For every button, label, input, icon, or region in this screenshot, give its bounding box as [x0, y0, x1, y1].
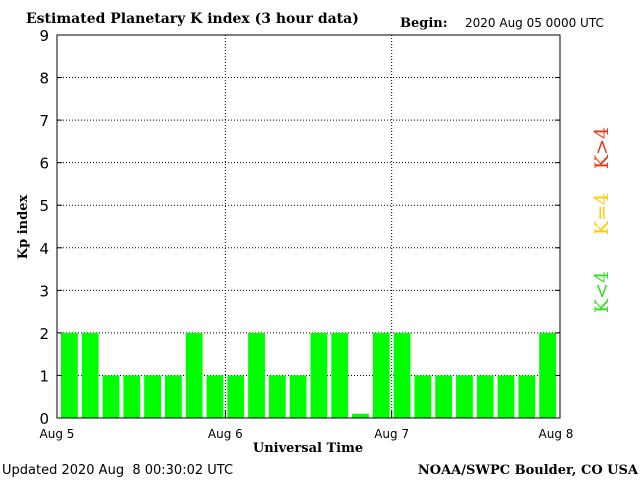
y-tick-label: 4 — [39, 240, 49, 258]
kp-bar — [476, 375, 494, 418]
gridlines — [57, 34, 560, 418]
y-tick-label: 6 — [39, 155, 49, 173]
x-tick-label: Aug 8 — [539, 427, 574, 441]
kp-bar — [144, 375, 161, 418]
kp-bar — [372, 332, 390, 418]
legend-k-above-4: K>4 — [591, 127, 613, 169]
kp-bar — [268, 375, 286, 418]
kp-bar — [435, 375, 453, 418]
kp-bar — [331, 332, 349, 418]
y-tick-label: 0 — [39, 410, 49, 428]
x-tick-label: Aug 6 — [208, 427, 243, 441]
begin-value: 2020 Aug 05 0000 UTC — [465, 16, 604, 30]
y-tick-label: 1 — [39, 367, 49, 385]
kp-bar — [164, 375, 182, 418]
kp-bar — [518, 375, 536, 418]
kp-bar — [456, 375, 473, 418]
kp-bar — [393, 332, 411, 418]
plot-area-frame — [56, 34, 561, 419]
y-tick-label: 2 — [39, 325, 49, 343]
kp-bar — [123, 375, 141, 418]
y-tick-label: 5 — [39, 197, 49, 215]
kp-bar — [102, 375, 120, 418]
y-tick-label: 7 — [39, 112, 49, 130]
kp-bar — [289, 375, 307, 418]
kp-bar — [310, 332, 328, 418]
x-axis-label: Universal Time — [253, 441, 363, 456]
source-credit: NOAA/SWPC Boulder, CO USA — [418, 463, 639, 478]
bars — [61, 332, 556, 418]
y-tick-labels: 0 1 2 3 4 5 6 7 8 9 — [39, 27, 49, 428]
kp-bar — [414, 375, 432, 418]
chart-title: Estimated Planetary K index (3 hour data… — [26, 11, 359, 27]
kp-bar — [61, 332, 78, 418]
x-tick-label: Aug 7 — [374, 427, 409, 441]
begin-label: Begin: — [400, 16, 448, 31]
y-tick-label: 8 — [39, 70, 49, 88]
y-axis-label: Kp index — [16, 195, 31, 260]
kp-bar — [497, 375, 515, 418]
kp-bar — [81, 332, 99, 418]
legend-k-equals-4: K=4 — [591, 193, 613, 235]
ticks — [56, 34, 561, 419]
kp-bar — [248, 332, 265, 418]
x-tick-labels: Aug 5 Aug 6 Aug 7 Aug 8 — [40, 427, 574, 441]
kp-bar — [227, 375, 245, 418]
kp-bar — [352, 413, 369, 418]
kp-bar — [539, 332, 556, 418]
y-tick-label: 3 — [39, 282, 49, 300]
kp-bar — [185, 332, 203, 418]
updated-timestamp: Updated 2020 Aug 8 00:30:02 UTC — [2, 463, 233, 478]
y-tick-label: 9 — [39, 27, 49, 45]
kp-bar — [206, 375, 224, 418]
x-tick-label: Aug 5 — [40, 427, 75, 441]
legend-k-below-4: K<4 — [591, 271, 613, 313]
